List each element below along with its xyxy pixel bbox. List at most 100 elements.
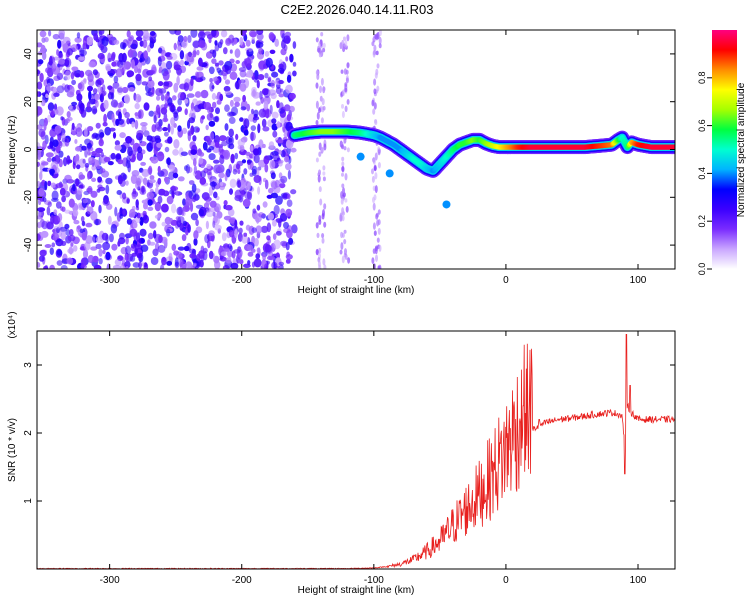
noise-speckle — [190, 212, 199, 221]
faint-streak-speckle — [374, 185, 378, 194]
x-tick-label: -100 — [364, 275, 384, 286]
faint-streak-speckle — [322, 171, 326, 176]
faint-streak-speckle — [371, 168, 374, 175]
noise-speckle — [124, 252, 129, 262]
noise-speckle — [272, 233, 277, 241]
noise-speckle — [37, 81, 43, 90]
noise-speckle — [187, 224, 191, 233]
noise-speckle — [147, 232, 154, 240]
noise-speckle — [126, 70, 135, 77]
noise-speckle — [42, 140, 47, 150]
noise-speckle — [290, 147, 297, 153]
noise-speckle — [98, 30, 105, 35]
noise-speckle — [177, 216, 185, 224]
noise-speckle — [39, 30, 47, 38]
noise-speckle — [262, 126, 270, 132]
noise-speckle — [177, 44, 182, 52]
noise-speckle — [73, 69, 77, 77]
faint-streak-speckle — [317, 47, 321, 53]
noise-speckle — [166, 195, 174, 205]
noise-speckle — [278, 79, 284, 85]
noise-speckle — [38, 212, 42, 218]
noise-speckle — [193, 165, 197, 175]
noise-speckle — [224, 204, 233, 211]
noise-speckle — [269, 159, 276, 170]
noise-speckle — [134, 112, 139, 117]
faint-streak-speckle — [315, 82, 319, 89]
noise-speckle — [261, 118, 267, 128]
noise-speckle — [64, 59, 70, 65]
noise-speckle — [118, 52, 124, 63]
noise-speckle — [173, 82, 179, 93]
noise-speckle — [139, 228, 147, 237]
noise-speckle — [257, 74, 265, 81]
noise-speckle — [227, 142, 231, 149]
noise-speckle — [87, 171, 91, 180]
faint-streak-speckle — [378, 36, 382, 45]
noise-speckle — [74, 37, 82, 43]
noise-speckle — [79, 49, 87, 56]
noise-speckle — [278, 261, 284, 266]
noise-speckle — [129, 208, 136, 218]
noise-speckle — [205, 124, 209, 131]
noise-speckle — [64, 84, 70, 93]
noise-speckle — [162, 117, 169, 123]
noise-speckle — [208, 120, 216, 127]
noise-speckle — [266, 235, 271, 241]
noise-speckle — [137, 68, 142, 74]
noise-speckle — [84, 148, 88, 158]
noise-speckle — [197, 103, 206, 110]
faint-streak-speckle — [316, 232, 320, 238]
faint-streak-speckle — [318, 219, 322, 225]
noise-speckle — [131, 121, 135, 128]
noise-speckle — [147, 69, 156, 74]
faint-streak-speckle — [375, 68, 379, 76]
noise-speckle — [172, 149, 180, 156]
noise-speckle — [175, 190, 179, 196]
faint-streak-speckle — [320, 146, 324, 153]
noise-speckle — [79, 70, 85, 78]
noise-speckle — [194, 91, 202, 98]
noise-speckle — [91, 236, 96, 244]
y-tick-label: 2 — [23, 430, 34, 436]
noise-speckle — [199, 76, 206, 81]
noise-speckle — [285, 139, 294, 149]
noise-speckle — [98, 258, 103, 265]
noise-speckle — [70, 72, 75, 80]
noise-speckle — [134, 93, 141, 103]
noise-speckle — [229, 178, 237, 188]
x-tick-label: 100 — [630, 275, 647, 286]
noise-speckle — [233, 96, 241, 103]
noise-speckle — [280, 175, 288, 184]
noise-speckle — [47, 201, 52, 208]
y-tick-label: 3 — [23, 362, 34, 368]
noise-speckle — [107, 161, 114, 166]
noise-speckle — [263, 88, 271, 99]
noise-speckle — [38, 59, 44, 65]
noise-speckle — [139, 216, 144, 226]
noise-speckle — [141, 186, 145, 195]
faint-streak-speckle — [371, 175, 375, 183]
noise-speckle — [275, 195, 283, 205]
colorbar-tick-label: 0.8 — [697, 72, 707, 85]
noise-speckle — [97, 52, 105, 60]
noise-speckle — [61, 206, 66, 212]
noise-speckle — [153, 146, 158, 156]
noise-speckle — [136, 130, 144, 137]
noise-speckle — [101, 232, 109, 241]
noise-speckle — [40, 230, 49, 238]
faint-streak-speckle — [375, 213, 379, 220]
noise-speckle — [179, 261, 187, 269]
noise-speckle — [150, 257, 159, 265]
noise-speckle — [199, 177, 207, 185]
faint-streak-speckle — [315, 37, 319, 43]
faint-streak-speckle — [346, 99, 350, 105]
noise-speckle — [200, 170, 207, 178]
noise-speckle — [125, 136, 133, 144]
noise-speckle — [87, 71, 92, 78]
noise-speckle — [142, 177, 148, 185]
noise-speckle — [177, 246, 185, 251]
noise-speckle — [192, 40, 201, 48]
noise-speckle — [101, 36, 109, 47]
